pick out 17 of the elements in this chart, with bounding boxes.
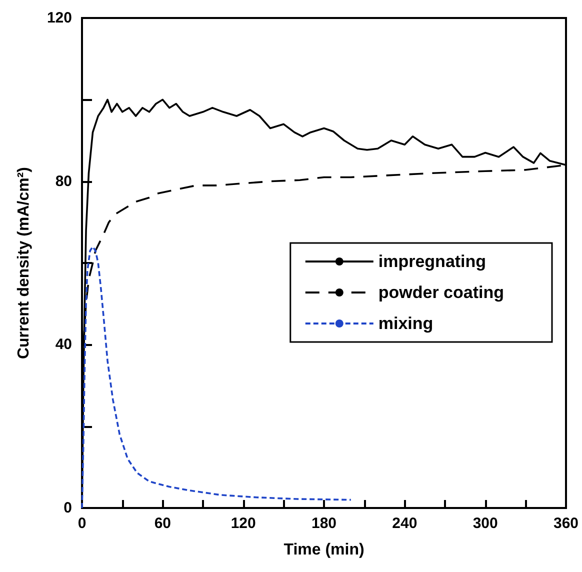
line-series — [81, 246, 352, 509]
x-tick-label: 360 — [553, 515, 579, 532]
y-tick-label: 0 — [64, 500, 72, 516]
x-tick-label: 120 — [230, 515, 256, 532]
x-tick-label: 0 — [78, 515, 86, 532]
y-axis-title: Current density (mA/cm²) — [16, 166, 32, 360]
legend-label: impregnating — [378, 252, 486, 271]
x-tick-label: 300 — [472, 515, 498, 532]
x-tick-label: 240 — [392, 515, 418, 532]
x-axis-title: Time (min) — [284, 542, 364, 558]
x-tick-label: 180 — [311, 515, 337, 532]
y-tick-label: 120 — [46, 10, 72, 26]
legend-label: powder coating — [378, 283, 504, 302]
legend-label: mixing — [378, 314, 434, 333]
y-tick-label: 40 — [55, 336, 72, 354]
x-tick-label: 60 — [154, 515, 172, 532]
y-tick-label: 80 — [55, 172, 72, 190]
